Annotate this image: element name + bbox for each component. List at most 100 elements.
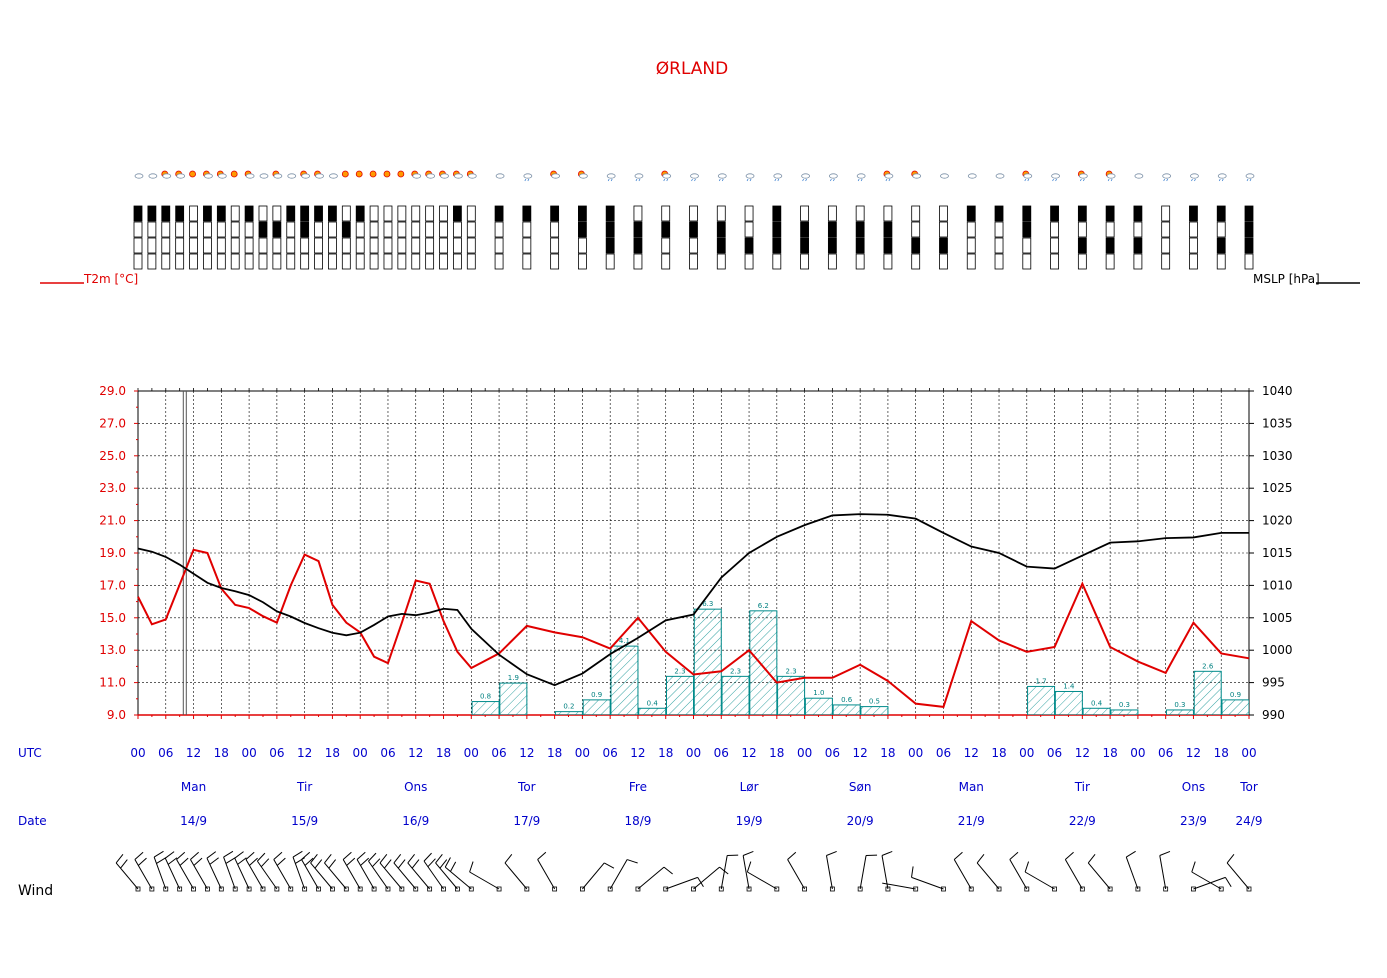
cloud-cover-cell <box>1216 205 1226 222</box>
wind-barb <box>368 852 391 892</box>
wind-feather <box>164 851 175 859</box>
cloud-cover-cell <box>966 205 976 222</box>
wind-feather <box>423 852 432 862</box>
precipitation-bars: 0.8 1.9 0.2 0.9 4.1 0.4 2.3 6.3 2.3 6.2 2.3 1.0 0.6 0… <box>471 600 1249 715</box>
cloud-cover-cell <box>203 205 212 222</box>
cloud-cover-cell <box>314 205 323 222</box>
chart-title: ØRLAND <box>656 59 729 79</box>
wind-feather <box>379 854 388 864</box>
temp-tick-label: 21.0 <box>99 514 126 528</box>
cloud-cover-cell <box>939 253 948 270</box>
wind-feather <box>156 857 167 864</box>
cloud-cover-cell <box>1161 237 1171 254</box>
cloud-cover-cell <box>230 205 240 222</box>
precip-bar <box>749 610 778 715</box>
rain-drop <box>802 178 804 182</box>
wind-feather <box>153 850 164 858</box>
cloud-cover-cell <box>203 253 212 270</box>
cloud-cover-cell <box>605 205 615 222</box>
cloud-cover-cell <box>633 205 643 222</box>
wind-staff <box>1064 859 1083 890</box>
cloud-cover-cell <box>189 253 198 270</box>
wind-barb <box>787 851 807 892</box>
rain-drop <box>1082 178 1085 182</box>
cloud-cover-cell <box>494 253 504 270</box>
sun-shape <box>383 170 391 178</box>
precip-bar <box>499 682 528 715</box>
cloud-cover-cell <box>383 205 393 222</box>
cloud-cover-cell <box>744 205 754 222</box>
partly-sunny-icon <box>466 170 477 179</box>
cloud-cover-cell <box>1189 253 1198 270</box>
utc-tick-label: 12 <box>408 746 423 760</box>
wind-staff <box>379 862 403 890</box>
wind-feather <box>167 857 178 865</box>
cloud-cover-cell <box>341 253 351 270</box>
rain-drop <box>885 178 888 182</box>
cloud-shape <box>551 173 561 179</box>
wind-feather <box>537 851 547 860</box>
wind-feather <box>697 877 704 887</box>
cloud-cover-cell <box>133 237 143 254</box>
wind-feather <box>663 866 673 875</box>
wind-feather <box>1065 851 1074 860</box>
precip-value-label: 1.7 <box>1036 677 1047 685</box>
wind-feather <box>273 851 283 860</box>
partly-sunny-icon <box>550 170 561 179</box>
cloud-cover-cell <box>1050 205 1059 222</box>
cloud-shape <box>162 173 172 179</box>
cloud-cover-cell <box>800 221 809 238</box>
cloud-shape <box>745 173 755 179</box>
cloud-cover-cell <box>369 237 379 254</box>
utc-tick-label: 18 <box>880 746 895 760</box>
utc-tick-label: 06 <box>1158 746 1173 760</box>
wind-barb <box>635 866 673 892</box>
wind-barb <box>1024 861 1057 892</box>
wind-barb <box>176 851 196 892</box>
wind-feather <box>911 866 914 878</box>
utc-tick-label: 12 <box>630 746 645 760</box>
cloud-cover-cell <box>883 205 893 222</box>
cloud-cover-cell <box>1133 221 1143 238</box>
cloud-cover-cell <box>230 221 240 238</box>
sun-icon <box>341 170 349 178</box>
cloud-icon <box>134 173 144 179</box>
cloud-cover-cell <box>300 253 310 270</box>
cloud-cover-cell <box>966 221 976 238</box>
cloud-shape <box>828 173 838 179</box>
cloud-cover-cell <box>369 221 379 238</box>
rain-drop <box>666 178 669 182</box>
pressure-tick-label: 990 <box>1262 708 1285 722</box>
partly-sunny-icon <box>314 170 324 179</box>
wind-barb <box>746 861 780 892</box>
mslp-legend-label: MSLP [hPa] <box>1253 272 1320 286</box>
partly-sunny-icon <box>411 170 422 179</box>
temp-tick-label: 13.0 <box>99 643 126 657</box>
date-label: Date <box>18 814 47 828</box>
pressure-tick-label: 1005 <box>1262 611 1293 625</box>
cloud-cover-cell <box>1244 221 1254 238</box>
wind-feather <box>137 857 147 866</box>
day-date-label: 14/9 <box>180 814 207 828</box>
pressure-tick-label: 995 <box>1262 676 1285 690</box>
cloud-cover-cell <box>244 221 254 238</box>
wind-barb <box>976 854 1002 892</box>
cloud-cover-cell <box>466 205 476 222</box>
cloud-cover-cell <box>300 205 310 222</box>
cloud-cover-cell <box>286 237 296 254</box>
cloud-cover-cell <box>244 205 254 222</box>
cloud-cover-cell <box>494 237 504 254</box>
pressure-tick-label: 1030 <box>1262 449 1293 463</box>
cloud-cover-cell <box>1189 205 1198 222</box>
precip-value-label: 2.3 <box>730 667 741 675</box>
wind-staff <box>190 859 208 890</box>
cloud-cover-cell <box>300 237 310 254</box>
utc-tick-label: 00 <box>575 746 590 760</box>
wind-barb <box>1125 850 1141 892</box>
wind-feather <box>1024 861 1030 873</box>
cloud-cover-cell <box>744 253 754 270</box>
cloud-cover-cell <box>1133 237 1143 254</box>
cloud-cover-cell <box>522 237 532 254</box>
utc-tick-label: 18 <box>1214 746 1229 760</box>
cloud-shape <box>273 173 283 179</box>
